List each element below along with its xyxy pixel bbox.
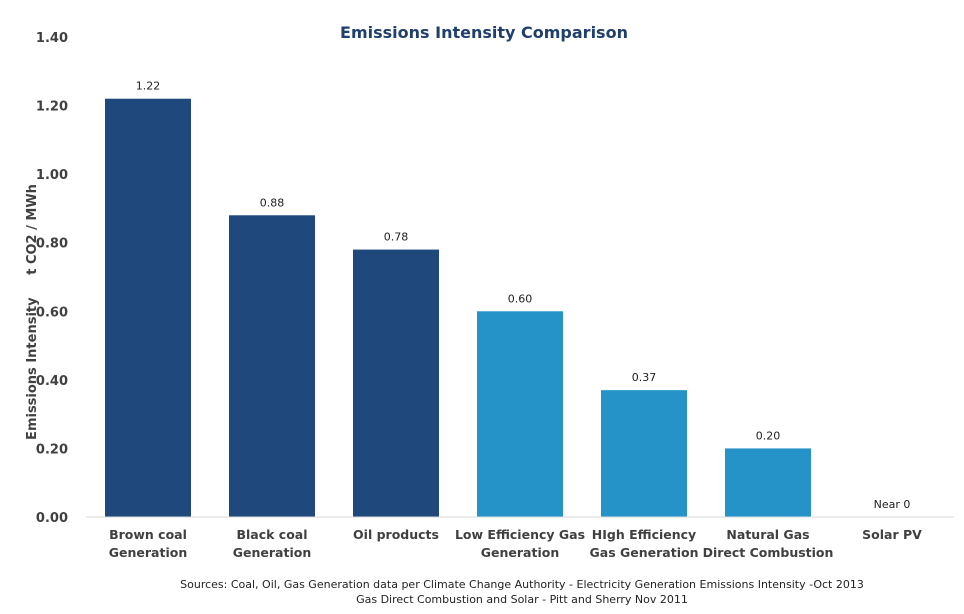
x-tick-label: Brown coal [109,527,187,542]
bar [477,311,563,517]
y-tick-label: 0.20 [36,442,68,457]
data-label: 0.60 [508,292,533,305]
bar [725,448,811,517]
x-tick-label: HIgh Efficiency [592,527,696,542]
source-line: Sources: Coal, Oil, Gas Generation data … [180,578,864,591]
data-labels: 1.22 0.88 0.78 0.60 0.37 0.20 Near 0 [136,80,911,511]
data-label: 0.37 [632,371,657,384]
x-tick-label: Direct Combustion [703,545,834,560]
x-tick-label: Oil products [353,527,439,542]
y-tick-label: 1.20 [36,100,68,115]
data-label: 0.20 [756,429,781,442]
x-tick-label: Generation [109,545,187,560]
y-tick-label: 0.00 [36,511,68,526]
y-tick-label: 1.40 [36,31,68,46]
bar [105,98,191,517]
data-label: 0.78 [384,231,409,244]
x-axis-ticks: Brown coal Generation Black coal Generation… [109,527,922,560]
chart-title: Emissions Intensity Comparison [340,23,628,42]
x-tick-label: Generation [481,545,559,560]
bar [229,215,315,518]
y-axis-label: Emissions Intensity t CO2 / MWh [25,184,40,440]
data-label: 1.22 [136,80,161,93]
y-axis-ticks: 0.00 0.20 0.40 0.60 0.80 1.00 1.20 1.40 [36,31,68,526]
x-tick-label: Generation [233,545,311,560]
x-tick-label: Black coal [236,527,307,542]
x-tick-label: Natural Gas [726,527,809,542]
source-line: Gas Direct Combustion and Solar - Pitt a… [356,593,688,606]
bars [105,98,811,518]
x-tick-label: Gas Generation [590,545,699,560]
bar [601,390,687,517]
y-tick-label: 0.80 [36,237,68,252]
data-label: Near 0 [874,498,911,511]
sources-note: Sources: Coal, Oil, Gas Generation data … [180,578,864,606]
y-tick-label: 0.40 [36,374,68,389]
data-label: 0.88 [260,196,285,209]
x-tick-label: Solar PV [862,527,922,542]
bar [353,249,439,518]
y-tick-label: 0.60 [36,305,68,320]
y-tick-label: 1.00 [36,168,68,183]
x-tick-label: Low Efficiency Gas [455,527,585,542]
